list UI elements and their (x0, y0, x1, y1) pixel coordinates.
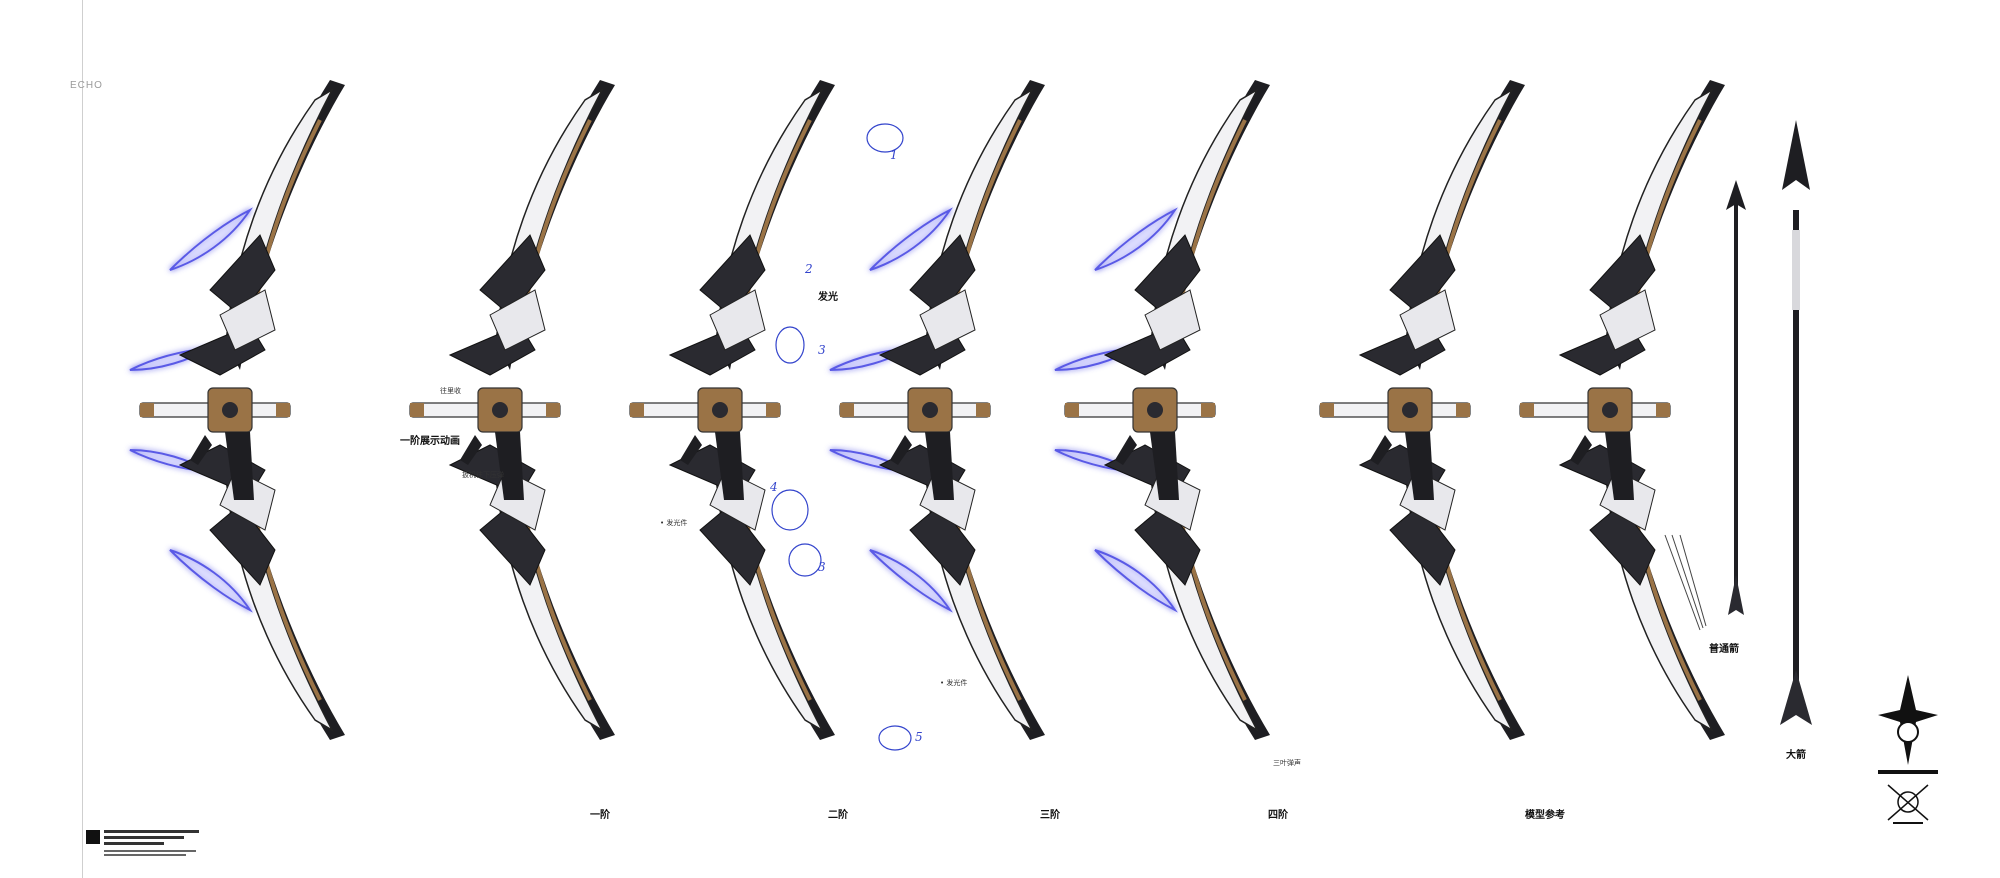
sketch-number-3b: 3 (818, 560, 826, 574)
emblem-logo (1878, 675, 1938, 824)
stage2-sketch-marks (771, 123, 912, 751)
ultimate-arrow-art (1780, 120, 1812, 725)
credit-text-texture (86, 830, 199, 856)
caption-stage-1: 一阶 (590, 810, 610, 821)
bow-model-ref-b (1518, 78, 1727, 742)
sketch-number-4: 4 (770, 480, 778, 494)
margin-rule (82, 0, 83, 878)
bow-stage-3 (830, 78, 1047, 742)
stage3-glow-part-note: • 发光件 (940, 679, 968, 687)
credit-lines (86, 830, 206, 862)
stage4-sound-note: 三叶弹声 (1273, 759, 1301, 767)
caption-model-ref: 模型参考 (1525, 810, 1565, 821)
caption-ult-arrow: 大箭 (1786, 750, 1806, 761)
bow-design-main (130, 78, 347, 742)
studio-mark-icon (86, 830, 100, 844)
bow-model-ref-a (1318, 78, 1527, 742)
stage1-retract-note: 往里收 (440, 387, 461, 395)
caption-stage-2: 二阶 (828, 810, 848, 821)
bow-stage-1 (408, 78, 617, 742)
caption-normal-arrow: 普通箭 (1709, 644, 1739, 655)
stage2-glow-part-note: • 发光件 (660, 519, 688, 527)
stage2-glow-note: 发光 (818, 292, 838, 303)
caption-stage-4: 四阶 (1268, 810, 1288, 821)
stage1-anim-note: 一阶展示动画 (400, 436, 460, 447)
bow-stage-2 (628, 78, 837, 742)
side-label: ECHO (70, 80, 103, 91)
sketch-number-1: 1 (890, 148, 898, 162)
normal-arrow-art (1664, 180, 1746, 631)
caption-stage-3: 三阶 (1040, 810, 1060, 821)
sketch-number-5: 5 (915, 730, 923, 744)
sketch-number-2: 2 (805, 262, 813, 276)
stage1-trigger-note: 扳机往下压弹 (462, 471, 504, 479)
sketch-number-3: 3 (818, 343, 826, 357)
credit-block (86, 830, 206, 862)
bow-stage-4 (1055, 78, 1272, 742)
